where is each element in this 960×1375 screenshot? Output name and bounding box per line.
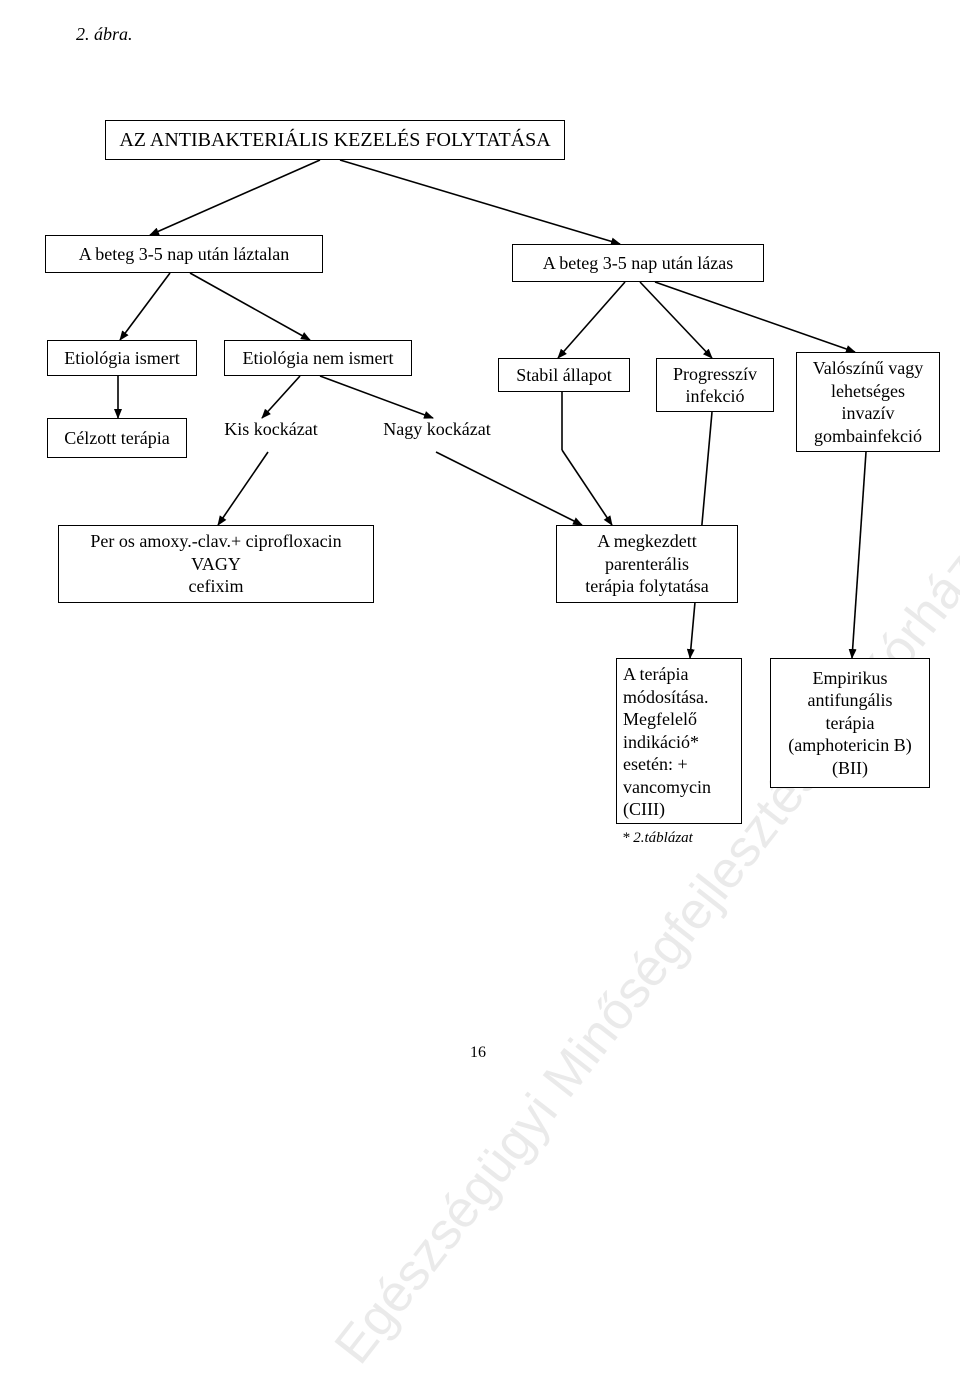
- node-peros: Per os amoxy.-clav.+ ciprofloxacinVAGYce…: [58, 525, 374, 603]
- node-empir: Empirikusantifungálisterápia(amphoterici…: [770, 658, 930, 788]
- node-modosit: A terápiamódosítása.Megfelelőindikáció*e…: [616, 658, 742, 824]
- footnote-text: * 2.táblázat: [622, 830, 693, 847]
- node-stabil: Stabil állapot: [498, 358, 630, 392]
- node-right1: A beteg 3-5 nap után lázas: [512, 244, 764, 282]
- page-number: 16: [470, 1044, 486, 1062]
- node-megkezd: A megkezdettparenterálisterápia folytatá…: [556, 525, 738, 603]
- node-etio-ism: Etiológia ismert: [47, 340, 197, 376]
- node-gomba: Valószínű vagylehetségesinvazívgombainfe…: [796, 352, 940, 452]
- figure-caption: 2. ábra.: [76, 24, 133, 45]
- node-celzott: Célzott terápia: [47, 418, 187, 458]
- node-etio-nem: Etiológia nem ismert: [224, 340, 412, 376]
- node-nagy: Nagy kockázat: [368, 418, 506, 452]
- node-root: AZ ANTIBAKTERIÁLIS KEZELÉS FOLYTATÁSA: [105, 120, 565, 160]
- node-left1: A beteg 3-5 nap után láztalan: [45, 235, 323, 273]
- node-progr: Progresszívinfekció: [656, 358, 774, 412]
- node-kis: Kis kockázat: [206, 418, 336, 452]
